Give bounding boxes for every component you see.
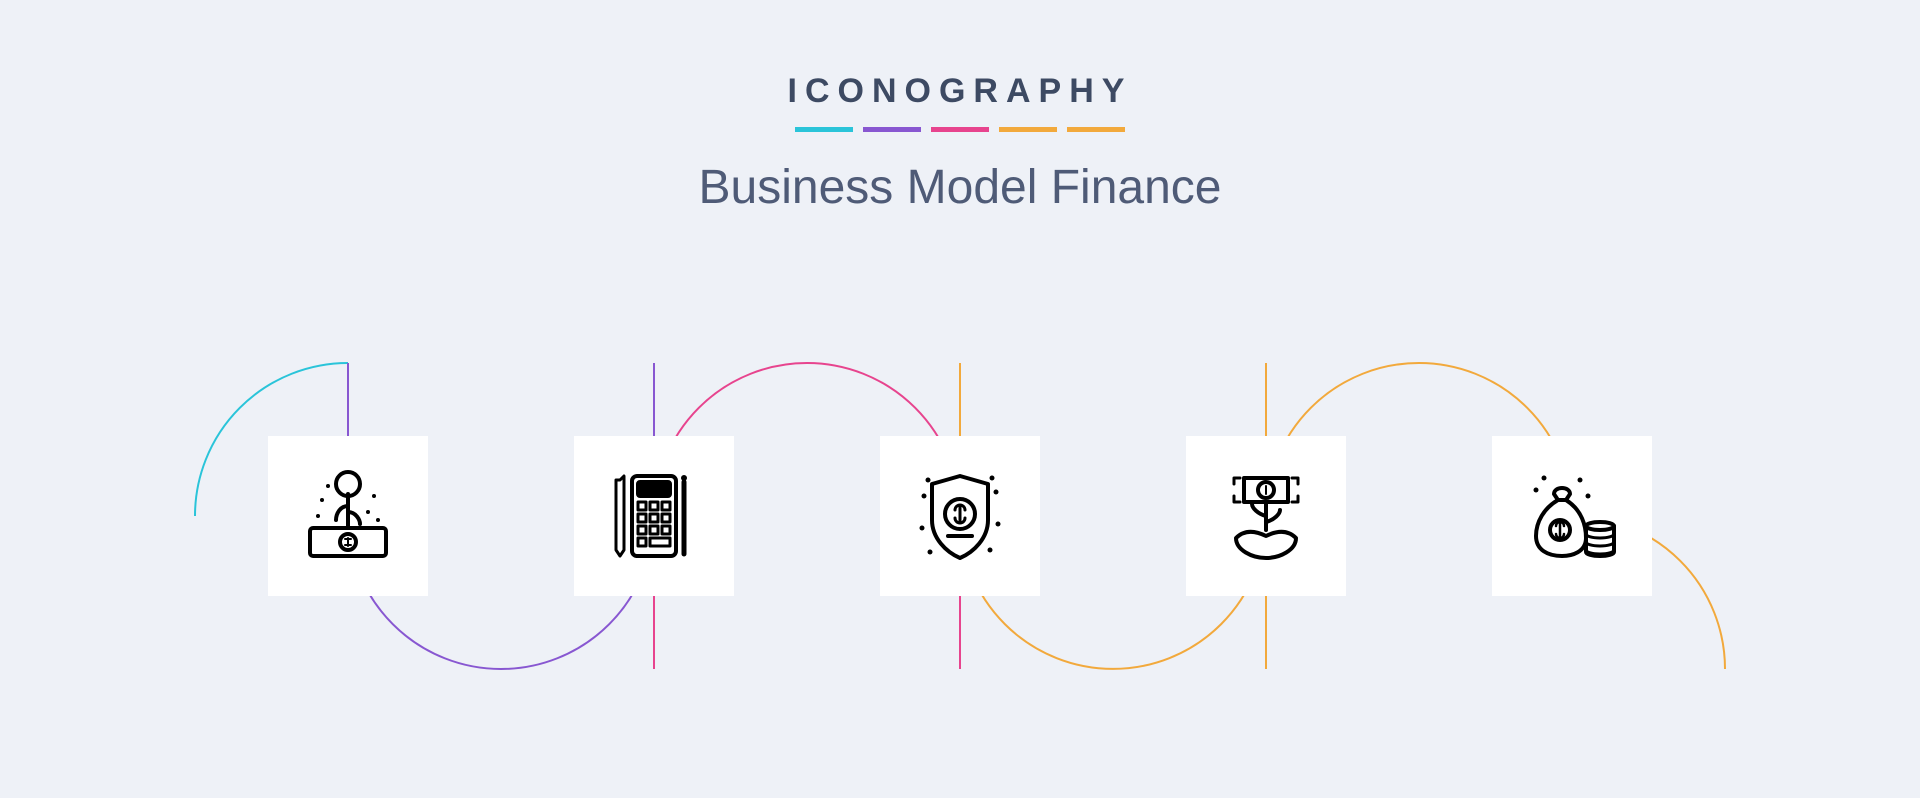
money-growth-icon: [298, 466, 398, 566]
icon-tile-row: [0, 436, 1920, 596]
accent-swatch-1: [795, 127, 853, 132]
tile-accounting: [574, 436, 734, 596]
subtitle: Business Model Finance: [0, 160, 1920, 215]
header: ICONOGRAPHY Business Model Finance: [0, 72, 1920, 215]
accounting-icon: [604, 466, 704, 566]
accent-swatch-2: [863, 127, 921, 132]
accent-color-bar: [0, 127, 1920, 132]
accent-swatch-3: [931, 127, 989, 132]
accent-swatch-4: [999, 127, 1057, 132]
tile-secure-payment: [880, 436, 1040, 596]
investment-icon: [1216, 466, 1316, 566]
icon-stage: [0, 330, 1920, 700]
money-bag-icon: [1522, 466, 1622, 566]
brand-title: ICONOGRAPHY: [0, 72, 1920, 111]
secure-payment-icon: [910, 466, 1010, 566]
accent-swatch-5: [1067, 127, 1125, 132]
tile-investment: [1186, 436, 1346, 596]
tile-money-bag: [1492, 436, 1652, 596]
tile-money-growth: [268, 436, 428, 596]
